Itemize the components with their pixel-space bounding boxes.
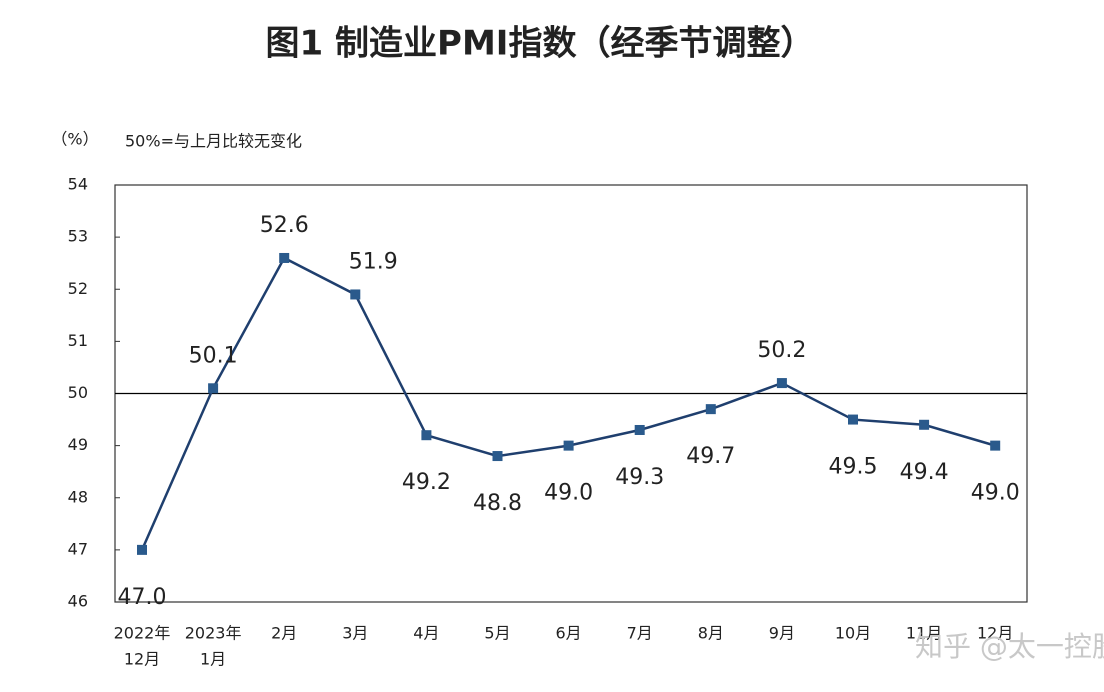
data-label: 48.8 [473, 491, 522, 516]
data-point [137, 544, 147, 555]
data-point [421, 430, 432, 441]
data-point [919, 419, 930, 430]
y-tick-label: 47 [68, 539, 88, 558]
data-label: 49.7 [686, 444, 735, 469]
data-label: 52.6 [260, 213, 309, 238]
x-tick-label: 12月 [124, 650, 160, 669]
data-label: 50.2 [757, 338, 806, 363]
y-tick-label: 46 [68, 592, 88, 611]
data-label: 49.0 [971, 481, 1020, 506]
annotation: 50%=与上月比较无变化 [125, 132, 302, 151]
y-unit: （%） [51, 130, 98, 149]
data-label: 49.0 [544, 481, 593, 506]
data-label: 50.1 [189, 343, 238, 368]
data-label: 47.0 [118, 585, 167, 610]
x-tick-label: 3月 [342, 624, 368, 643]
x-tick-label: 9月 [769, 624, 795, 643]
x-tick-label: 12月 [977, 624, 1013, 643]
x-tick-label: 4月 [413, 624, 439, 643]
x-tick-label: 8月 [698, 624, 724, 643]
x-tick-label: 7月 [627, 624, 653, 643]
x-tick-label: 11月 [906, 624, 942, 643]
x-tick-label: 2022年 [114, 624, 171, 643]
x-tick-label: 2月 [271, 624, 297, 643]
watermark: 知乎 @太一控股集团 [915, 630, 1104, 663]
x-tick-label: 2023年 [185, 624, 242, 643]
data-label: 49.2 [402, 470, 451, 495]
data-point [208, 383, 219, 394]
data-point [705, 404, 716, 415]
y-tick-label: 51 [68, 331, 88, 350]
data-label: 49.5 [829, 455, 878, 480]
data-point [350, 289, 361, 300]
data-point [990, 440, 1001, 451]
x-tick-label: 5月 [484, 624, 510, 643]
data-label: 49.3 [615, 465, 664, 490]
y-tick-label: 53 [68, 227, 88, 246]
x-tick-label: 6月 [556, 624, 582, 643]
x-tick-label: 1月 [200, 650, 226, 669]
y-tick-label: 54 [68, 175, 88, 194]
y-tick-label: 49 [68, 435, 88, 454]
data-point [634, 424, 645, 435]
data-point [492, 451, 503, 462]
chart-title: 图1 制造业PMI指数（经季节调整） [266, 24, 815, 64]
data-point [563, 440, 574, 451]
y-tick-label: 52 [68, 279, 88, 298]
data-point [776, 378, 787, 389]
data-label: 51.9 [349, 249, 398, 274]
y-tick-label: 48 [68, 487, 88, 506]
data-label: 49.4 [900, 460, 949, 485]
y-tick-label: 50 [68, 383, 88, 402]
data-point [848, 414, 858, 425]
x-tick-label: 10月 [835, 624, 871, 643]
data-point [279, 252, 290, 263]
